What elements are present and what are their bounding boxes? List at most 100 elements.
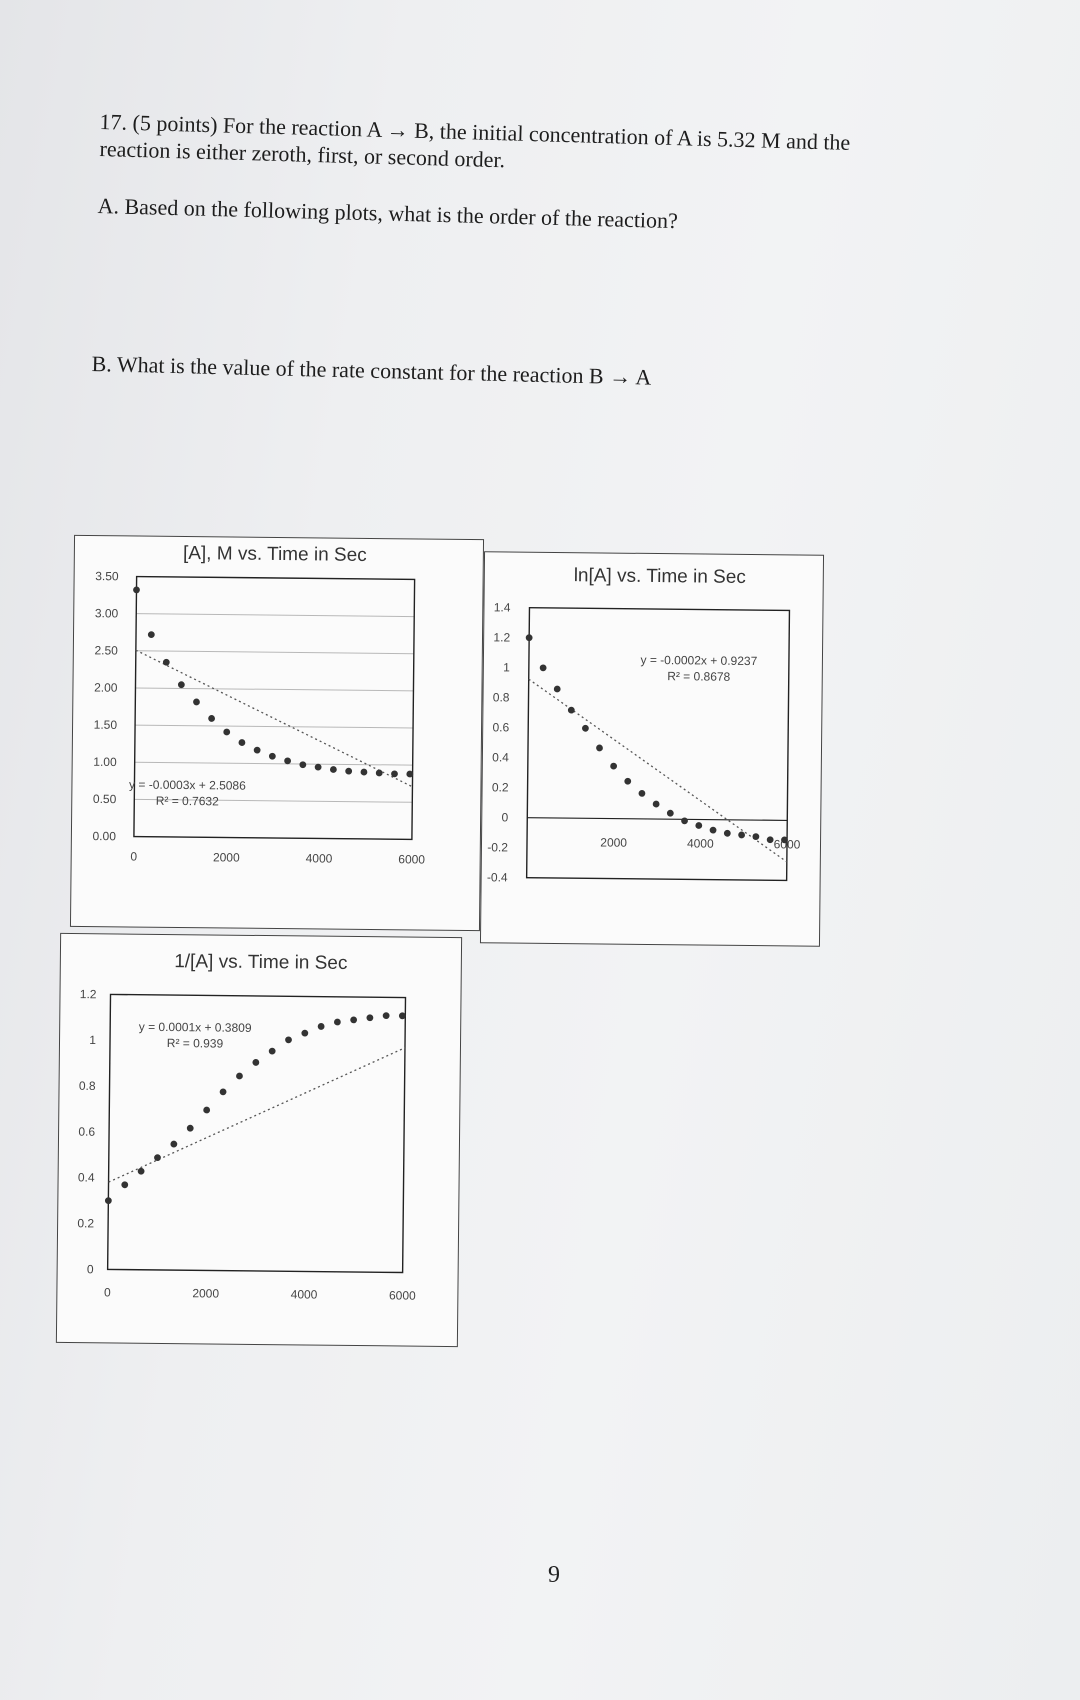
trendline	[528, 678, 788, 863]
data-point	[193, 698, 200, 706]
data-point	[582, 724, 589, 732]
data-point	[252, 1059, 260, 1066]
y-tick-label: -0.2	[487, 840, 508, 854]
x-tick-label: 0	[104, 1285, 111, 1299]
plot-area	[106, 993, 407, 1274]
question-part-a: A. Based on the following plots, what is…	[97, 192, 679, 234]
trendline-r-squared: R² = 0.7632	[156, 794, 220, 809]
data-point	[133, 586, 140, 594]
data-point	[253, 746, 261, 754]
data-point	[223, 728, 231, 736]
trendline-equation: y = -0.0003x + 2.5086	[129, 777, 246, 792]
ln-concentration-chart: ln[A] vs. Time in Sec 1.4 1.2 1 0.8 0.6 0.4 0.2…	[479, 551, 825, 947]
y-tick-label: 1.50	[94, 718, 118, 732]
x-tick-label: 2000	[192, 1286, 219, 1300]
y-tick-label: 1.2	[493, 630, 510, 644]
y-tick-label: 0.4	[78, 1170, 95, 1184]
x-tick-label: 6000	[774, 837, 801, 851]
data-point	[345, 767, 353, 775]
plot-area	[525, 607, 791, 882]
gridline	[136, 613, 415, 618]
data-point	[317, 1023, 325, 1030]
data-point	[366, 1014, 374, 1022]
inverse-concentration-chart: 1/[A] vs. Time in Sec 1.2 1 0.8 0.6 0.4 0.2 0 0 2…	[55, 932, 463, 1348]
data-point	[162, 658, 170, 666]
y-tick-label: 1.00	[93, 755, 117, 769]
data-point	[154, 1154, 161, 1162]
data-point	[121, 1181, 129, 1189]
chart-title: 1/[A] vs. Time in Sec	[174, 951, 347, 974]
data-point	[299, 761, 307, 769]
x-tick-label: 4000	[291, 1287, 318, 1301]
data-point	[596, 744, 603, 752]
data-point	[329, 766, 337, 773]
y-tick-label: 0.8	[493, 690, 510, 704]
data-point	[567, 706, 575, 714]
y-tick-label: 3.00	[95, 606, 119, 620]
data-point	[709, 826, 717, 834]
trendline-equation: y = -0.0002x + 0.9237	[640, 653, 757, 668]
concentration-chart-svg: [A], M vs. Time in Sec 3.50 3.00 2.50 2.00 1.…	[92, 543, 425, 867]
data-point	[284, 757, 292, 765]
x-tick-label: 0	[130, 849, 137, 863]
data-point	[236, 1072, 243, 1080]
x-tick-label: 2000	[600, 835, 627, 849]
data-point	[268, 752, 276, 760]
x-tick-label: 6000	[389, 1288, 416, 1302]
data-point	[391, 770, 398, 778]
y-tick-label: 1.2	[80, 987, 97, 1001]
data-point	[695, 822, 703, 829]
y-tick-label: 0.8	[79, 1079, 96, 1093]
trendline-r-squared: R² = 0.8678	[667, 669, 731, 684]
data-point	[104, 1197, 112, 1205]
data-point	[766, 836, 774, 844]
inverse-concentration-chart-svg: 1/[A] vs. Time in Sec 1.2 1 0.8 0.6 0.4 0.2 00 2…	[77, 951, 416, 1303]
data-point	[170, 1140, 178, 1148]
data-point	[539, 664, 547, 672]
y-tick-label: 0.6	[78, 1125, 95, 1139]
y-tick-label: 0.6	[492, 720, 509, 734]
gridline	[135, 724, 414, 729]
y-tick-label: -0.4	[487, 870, 508, 884]
data-point	[238, 739, 246, 746]
chart-title: [A], M vs. Time in Sec	[183, 543, 367, 566]
data-point	[333, 1018, 341, 1026]
page-number: 9	[548, 1562, 560, 1588]
y-tick-label: 1	[89, 1033, 96, 1047]
x-tick-label: 6000	[398, 852, 425, 866]
data-point	[681, 817, 688, 825]
data-point	[723, 829, 731, 837]
data-point	[406, 770, 414, 778]
data-point	[738, 831, 746, 839]
data-point	[186, 1124, 194, 1132]
data-point	[268, 1047, 276, 1055]
y-tick-label: 0	[502, 810, 509, 824]
gridline	[134, 761, 413, 766]
y-tick-label: 3.50	[95, 569, 119, 583]
data-point	[525, 634, 533, 642]
y-tick-label: 1	[503, 660, 510, 674]
y-tick-label: 0.50	[93, 792, 117, 806]
trendline-r-squared: R² = 0.939	[167, 1036, 224, 1051]
data-point	[360, 768, 368, 776]
ln-concentration-chart-svg: ln[A] vs. Time in Sec 1.4 1.2 1 0.8 0.6 0.4 0.2…	[487, 565, 801, 884]
x-tick-label: 2000	[213, 850, 240, 864]
data-point	[208, 715, 215, 722]
data-point	[350, 1016, 358, 1024]
data-point	[285, 1036, 292, 1044]
zero-axis-line	[527, 817, 788, 822]
y-tick-label: 1.4	[494, 600, 511, 614]
data-point	[652, 800, 660, 808]
data-point	[177, 681, 185, 689]
concentration-chart: [A], M vs. Time in Sec 3.50 3.00 2.50 2.00 1.…	[69, 534, 485, 932]
y-tick-label: 2.50	[94, 643, 118, 657]
data-point	[219, 1088, 227, 1096]
question-part-b: B. What is the value of the rate constan…	[91, 350, 652, 390]
data-point	[375, 769, 383, 777]
x-tick-label: 4000	[687, 836, 714, 850]
y-tick-label: 2.00	[94, 681, 118, 695]
y-tick-label: 0.2	[492, 780, 509, 794]
data-point	[624, 777, 632, 785]
data-point	[781, 836, 788, 844]
